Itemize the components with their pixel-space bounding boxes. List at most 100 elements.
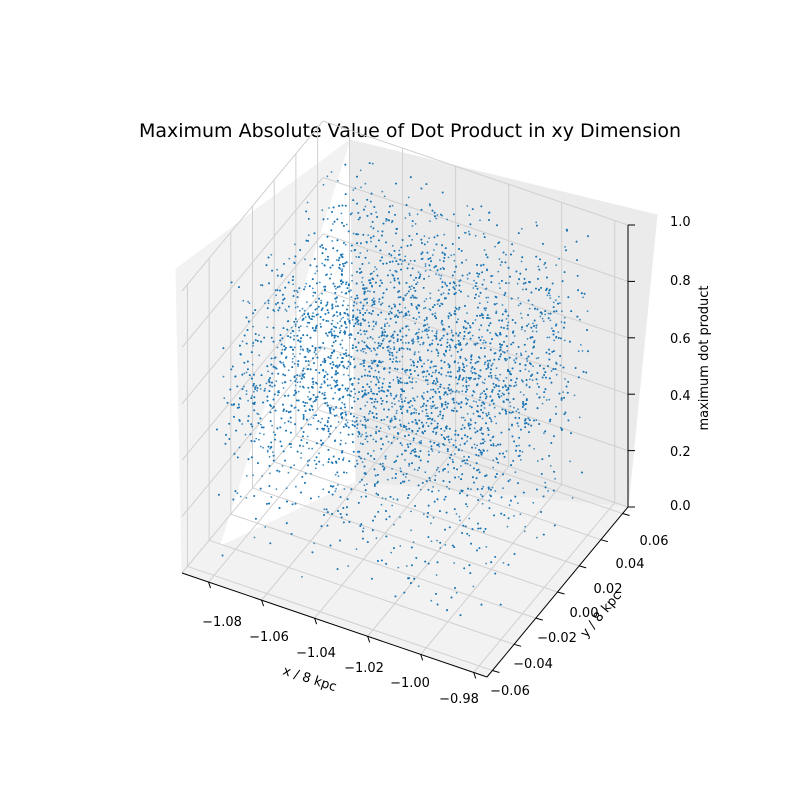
- data-point: [466, 277, 469, 280]
- data-point: [313, 542, 316, 545]
- data-point: [381, 497, 384, 499]
- data-point: [341, 401, 344, 404]
- data-point: [340, 318, 343, 320]
- data-point: [506, 525, 509, 528]
- data-point: [578, 416, 581, 419]
- data-point: [446, 338, 449, 341]
- data-point: [243, 372, 246, 375]
- data-point: [318, 281, 321, 284]
- data-point: [448, 375, 451, 377]
- data-point: [275, 488, 278, 490]
- data-point: [269, 472, 271, 475]
- data-point: [258, 334, 260, 337]
- data-point: [377, 379, 380, 381]
- data-point: [432, 516, 435, 519]
- data-point: [508, 504, 511, 507]
- data-point: [293, 355, 296, 358]
- data-point: [516, 282, 519, 285]
- data-point: [547, 490, 549, 492]
- data-point: [304, 258, 306, 261]
- data-point: [400, 263, 403, 265]
- data-point: [367, 321, 370, 324]
- data-point: [296, 381, 299, 384]
- data-point: [470, 370, 472, 372]
- data-point: [238, 446, 241, 449]
- grid-line: [181, 346, 324, 517]
- data-point: [440, 321, 443, 324]
- data-point: [582, 296, 584, 299]
- data-point: [323, 347, 326, 350]
- data-point: [485, 546, 488, 548]
- data-point: [312, 401, 315, 403]
- data-point: [464, 357, 467, 360]
- data-point: [332, 315, 334, 318]
- data-point: [361, 433, 364, 436]
- data-point: [343, 330, 346, 332]
- data-point: [354, 392, 357, 395]
- data-point: [383, 378, 385, 380]
- data-point: [404, 476, 407, 478]
- data-point: [539, 315, 542, 318]
- data-point: [453, 253, 455, 256]
- data-point: [374, 322, 377, 325]
- data-point: [373, 270, 375, 273]
- data-point: [520, 328, 523, 331]
- data-point: [452, 399, 455, 402]
- data-point: [455, 591, 458, 594]
- data-point: [535, 330, 538, 333]
- data-point: [520, 312, 522, 315]
- data-point: [367, 290, 369, 292]
- data-point: [245, 390, 248, 392]
- data-point: [505, 253, 507, 256]
- data-point: [330, 273, 333, 276]
- data-point: [294, 306, 297, 309]
- data-point: [306, 321, 309, 324]
- data-point: [536, 536, 538, 539]
- data-point: [424, 306, 427, 309]
- data-point: [349, 337, 351, 339]
- data-point: [340, 439, 342, 442]
- data-point: [473, 443, 476, 446]
- data-point: [425, 375, 428, 378]
- data-point: [375, 211, 377, 214]
- data-point: [527, 323, 530, 326]
- data-point: [485, 307, 488, 309]
- data-point: [351, 384, 354, 387]
- data-point: [408, 212, 411, 215]
- data-point: [294, 301, 297, 304]
- data-point: [458, 391, 460, 393]
- data-point: [573, 394, 576, 397]
- data-point: [415, 432, 418, 435]
- data-point: [400, 398, 403, 401]
- data-point: [395, 396, 397, 398]
- data-point: [489, 331, 492, 334]
- data-point: [285, 487, 288, 490]
- data-point: [391, 477, 394, 480]
- grid-line: [181, 289, 324, 461]
- data-point: [495, 422, 498, 425]
- data-point: [371, 162, 374, 165]
- data-point: [450, 254, 453, 257]
- data-point: [252, 474, 255, 477]
- data-point: [429, 309, 432, 311]
- data-point: [512, 250, 515, 252]
- data-point: [347, 565, 350, 567]
- data-point: [473, 279, 475, 282]
- data-point: [309, 305, 311, 307]
- data-point: [479, 219, 481, 222]
- data-point: [255, 437, 258, 440]
- data-point: [435, 365, 437, 368]
- data-point: [464, 419, 466, 422]
- data-point: [290, 446, 292, 449]
- data-point: [472, 412, 475, 415]
- data-point: [466, 463, 469, 465]
- data-point: [296, 305, 299, 308]
- data-point: [506, 324, 509, 327]
- data-point: [543, 396, 545, 398]
- data-point: [364, 404, 367, 407]
- data-point: [510, 412, 513, 414]
- data-point: [447, 256, 450, 259]
- data-point: [269, 447, 272, 450]
- data-point: [449, 389, 452, 391]
- data-point: [428, 264, 431, 267]
